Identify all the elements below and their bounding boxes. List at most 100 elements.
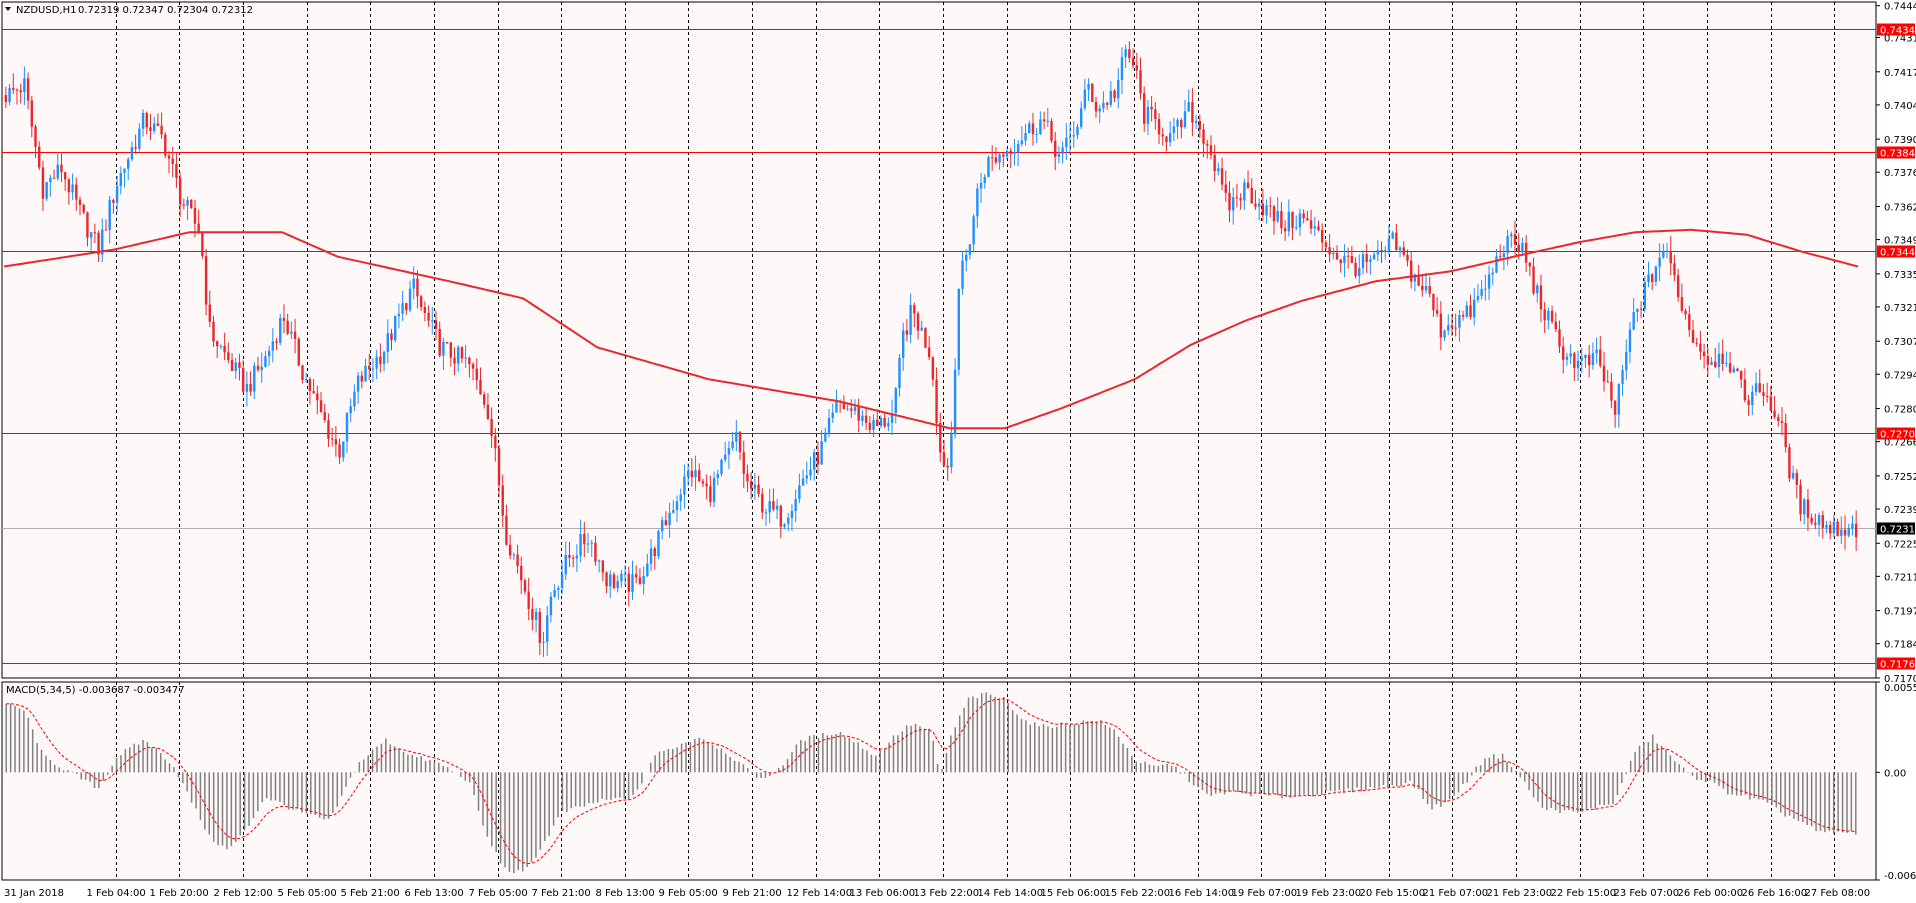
candle-body — [1291, 211, 1294, 228]
candle-body — [801, 478, 805, 486]
candle-body — [323, 412, 326, 421]
candle-body — [1376, 249, 1380, 255]
candle-body — [924, 327, 927, 348]
candle-body — [1157, 118, 1161, 135]
candle-body — [1639, 308, 1643, 310]
candle-body — [842, 402, 846, 409]
candle-body — [1476, 295, 1480, 300]
candle-body — [1395, 232, 1398, 251]
candle-body — [1409, 260, 1413, 282]
candle-body — [1528, 262, 1532, 267]
candle-body — [56, 164, 59, 179]
candle-body — [1769, 396, 1773, 411]
candle-body — [1013, 152, 1016, 154]
x-tick-label: 9 Feb 05:00 — [659, 888, 718, 899]
candle-body — [672, 509, 675, 513]
x-tick-label: 26 Feb 00:00 — [1678, 888, 1744, 899]
candle-body — [805, 475, 808, 479]
horizontal-lines[interactable] — [2, 29, 1876, 664]
candle-body — [1146, 106, 1150, 124]
candle-body — [60, 164, 63, 173]
candle-body — [119, 172, 123, 187]
candle-body — [909, 305, 912, 335]
candle-body — [579, 533, 582, 556]
candle-body — [1306, 218, 1309, 221]
candle-body — [1143, 93, 1146, 124]
y-tick-label: 0.71975 — [1884, 607, 1916, 618]
candle-body — [1243, 182, 1246, 201]
candle-body — [1791, 472, 1795, 479]
candle-body — [1469, 305, 1472, 318]
candle-body — [1543, 309, 1546, 321]
candle-body — [534, 611, 538, 620]
candle-body — [1643, 282, 1646, 309]
candle-body — [1699, 343, 1702, 352]
candle-body — [1361, 254, 1365, 269]
candle-body — [49, 177, 52, 183]
chart-grid — [116, 2, 1835, 880]
candle-body — [93, 232, 97, 234]
candle-body — [256, 365, 260, 370]
triangle-down-icon[interactable] — [5, 7, 11, 11]
candle-body — [134, 147, 137, 149]
candle-body — [927, 347, 931, 358]
candle-body — [1161, 134, 1164, 137]
symbol-label: NZDUSD,H1 — [16, 5, 76, 16]
candle-body — [1287, 211, 1291, 232]
candle-body — [327, 420, 330, 439]
candle-body — [1042, 119, 1046, 122]
candle-body — [1065, 137, 1068, 148]
candle-body — [772, 501, 775, 510]
candle-body — [542, 641, 545, 643]
candle-body — [879, 418, 883, 426]
candle-body — [1784, 423, 1787, 448]
candle-body — [1691, 330, 1695, 343]
candle-body — [1506, 236, 1509, 254]
candle-body — [883, 418, 886, 427]
candle-body — [486, 404, 490, 419]
candle-body — [305, 378, 308, 380]
x-tick-label: 6 Feb 13:00 — [405, 888, 464, 899]
candle-body — [1714, 361, 1717, 368]
candle-body — [679, 494, 682, 502]
candle-body — [1817, 515, 1821, 525]
candle-body — [1684, 310, 1687, 315]
candle-body — [1676, 275, 1680, 298]
candle-body — [419, 296, 423, 307]
candle-body — [1584, 354, 1587, 359]
candle-body — [1743, 379, 1747, 401]
candle-body — [987, 157, 990, 177]
candle-body — [1421, 285, 1424, 291]
candle-body — [1673, 263, 1676, 276]
candle-body — [1002, 154, 1005, 157]
candle-body — [1484, 288, 1487, 290]
candle-body — [1343, 255, 1346, 264]
candle-body — [1213, 154, 1216, 172]
macd-y-tick-label: -0.006607 — [1884, 871, 1916, 882]
x-tick-label: 12 Feb 14:00 — [787, 888, 853, 899]
candle-body — [1232, 197, 1235, 211]
candle-body — [961, 260, 964, 289]
candle-body — [1443, 330, 1446, 338]
candle-body — [998, 154, 1001, 163]
candle-body — [1636, 308, 1639, 313]
candle-body — [820, 441, 823, 465]
x-tick-label: 7 Feb 05:00 — [469, 888, 528, 899]
candle-body — [1198, 120, 1202, 130]
candle-body — [360, 375, 364, 382]
candle-body — [1573, 353, 1576, 368]
candle-body — [1736, 368, 1739, 372]
candle-body — [812, 452, 816, 470]
candle-body — [23, 78, 26, 93]
candle-body — [156, 123, 160, 126]
candle-body — [1810, 517, 1813, 523]
candle-body — [1332, 252, 1335, 255]
candle-body — [809, 469, 812, 476]
x-tick-label: 1 Feb 20:00 — [150, 888, 209, 899]
candle-body — [953, 369, 957, 435]
candle-body — [1651, 274, 1654, 282]
candle-body — [753, 484, 757, 489]
